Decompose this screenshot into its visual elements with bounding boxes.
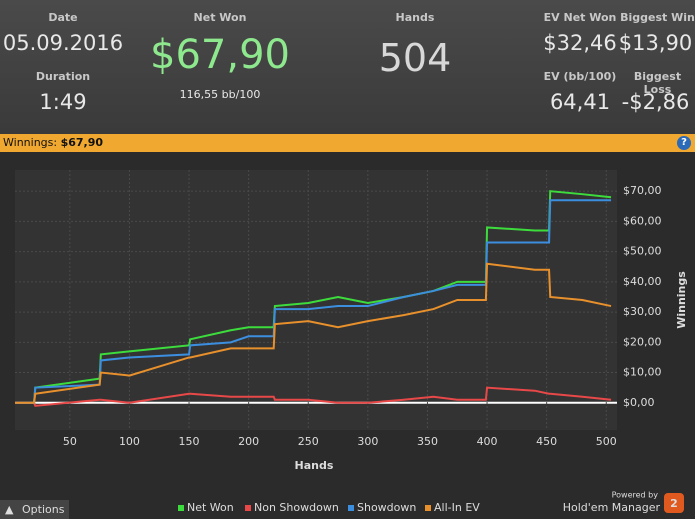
y-tick-label: $50,00: [623, 245, 662, 258]
x-tick-label: 50: [63, 435, 77, 448]
legend-label: Showdown: [357, 501, 416, 514]
x-tick-label: 150: [179, 435, 200, 448]
legend-swatch: [245, 505, 251, 511]
series-line: [15, 199, 612, 404]
x-tick-label: 200: [238, 435, 259, 448]
y-tick-label: $60,00: [623, 214, 662, 227]
label: Hands: [395, 11, 435, 24]
value: 05.09.2016: [2, 31, 124, 55]
label: Date: [48, 11, 78, 24]
x-tick-label: 300: [357, 435, 378, 448]
legend-label: Net Won: [187, 501, 234, 514]
value: $32,46: [543, 31, 617, 55]
label: Biggest Win: [620, 11, 695, 24]
brand: Hold'em Manager: [563, 501, 661, 514]
y-axis-label: Winnings: [675, 271, 688, 329]
value: $13,90: [618, 31, 693, 55]
y-tick-label: $40,00: [623, 275, 662, 288]
y-tick-label: $20,00: [623, 335, 662, 348]
plot-area: [15, 170, 617, 430]
label: EV (bb/100): [543, 70, 617, 83]
options-button[interactable]: ▲ Options: [0, 500, 69, 519]
value: 504: [378, 36, 452, 80]
x-tick-label: 400: [477, 435, 498, 448]
stats-panel: Date 05.09.2016 Duration 1:49 Net Won $6…: [0, 0, 695, 134]
legend-label: Non Showdown: [254, 501, 339, 514]
bar-value: $67,90: [60, 136, 104, 149]
legend-label: All-In EV: [434, 501, 480, 514]
legend-swatch: [178, 505, 184, 511]
y-tick-label: $30,00: [623, 305, 662, 318]
value: -$2,86: [621, 90, 690, 114]
label: Net Won: [193, 11, 247, 24]
powered-by: Powered by: [612, 491, 659, 500]
legend-swatch: [348, 505, 354, 511]
winnings-bar: Winnings: $67,90 ?: [0, 134, 695, 152]
label: EV Net Won: [543, 11, 617, 24]
value: 116,55 bb/100: [179, 88, 261, 101]
brand-version: 2: [670, 497, 678, 510]
value: 1:49: [39, 90, 87, 114]
y-tick-label: $10,00: [623, 366, 662, 379]
x-tick-label: 350: [417, 435, 438, 448]
chart: Hands Winnings ▲ Options Powered by Hold…: [0, 170, 688, 519]
series-line: [15, 386, 612, 407]
options-text: Options: [22, 503, 65, 516]
options-arrow: ▲: [5, 503, 14, 516]
value: $67,90: [150, 32, 290, 78]
y-tick-label: $70,00: [623, 184, 662, 197]
legend-swatch: [425, 505, 431, 511]
brand-logo: [664, 493, 684, 513]
bar-label: Winnings:: [3, 136, 58, 149]
series-line: [15, 262, 612, 404]
x-tick-label: 100: [119, 435, 140, 448]
x-tick-label: 250: [298, 435, 319, 448]
value: 64,41: [549, 90, 611, 114]
label: Duration: [35, 70, 91, 83]
help-button[interactable]: ?: [677, 136, 691, 150]
series-line: [15, 190, 612, 404]
options-bg: [0, 500, 69, 519]
x-tick-label: 450: [536, 435, 557, 448]
x-tick-label: 500: [596, 435, 617, 448]
label: Biggest Loss: [633, 70, 682, 96]
y-tick-label: $0,00: [623, 396, 655, 409]
x-axis-label: Hands: [295, 459, 334, 472]
